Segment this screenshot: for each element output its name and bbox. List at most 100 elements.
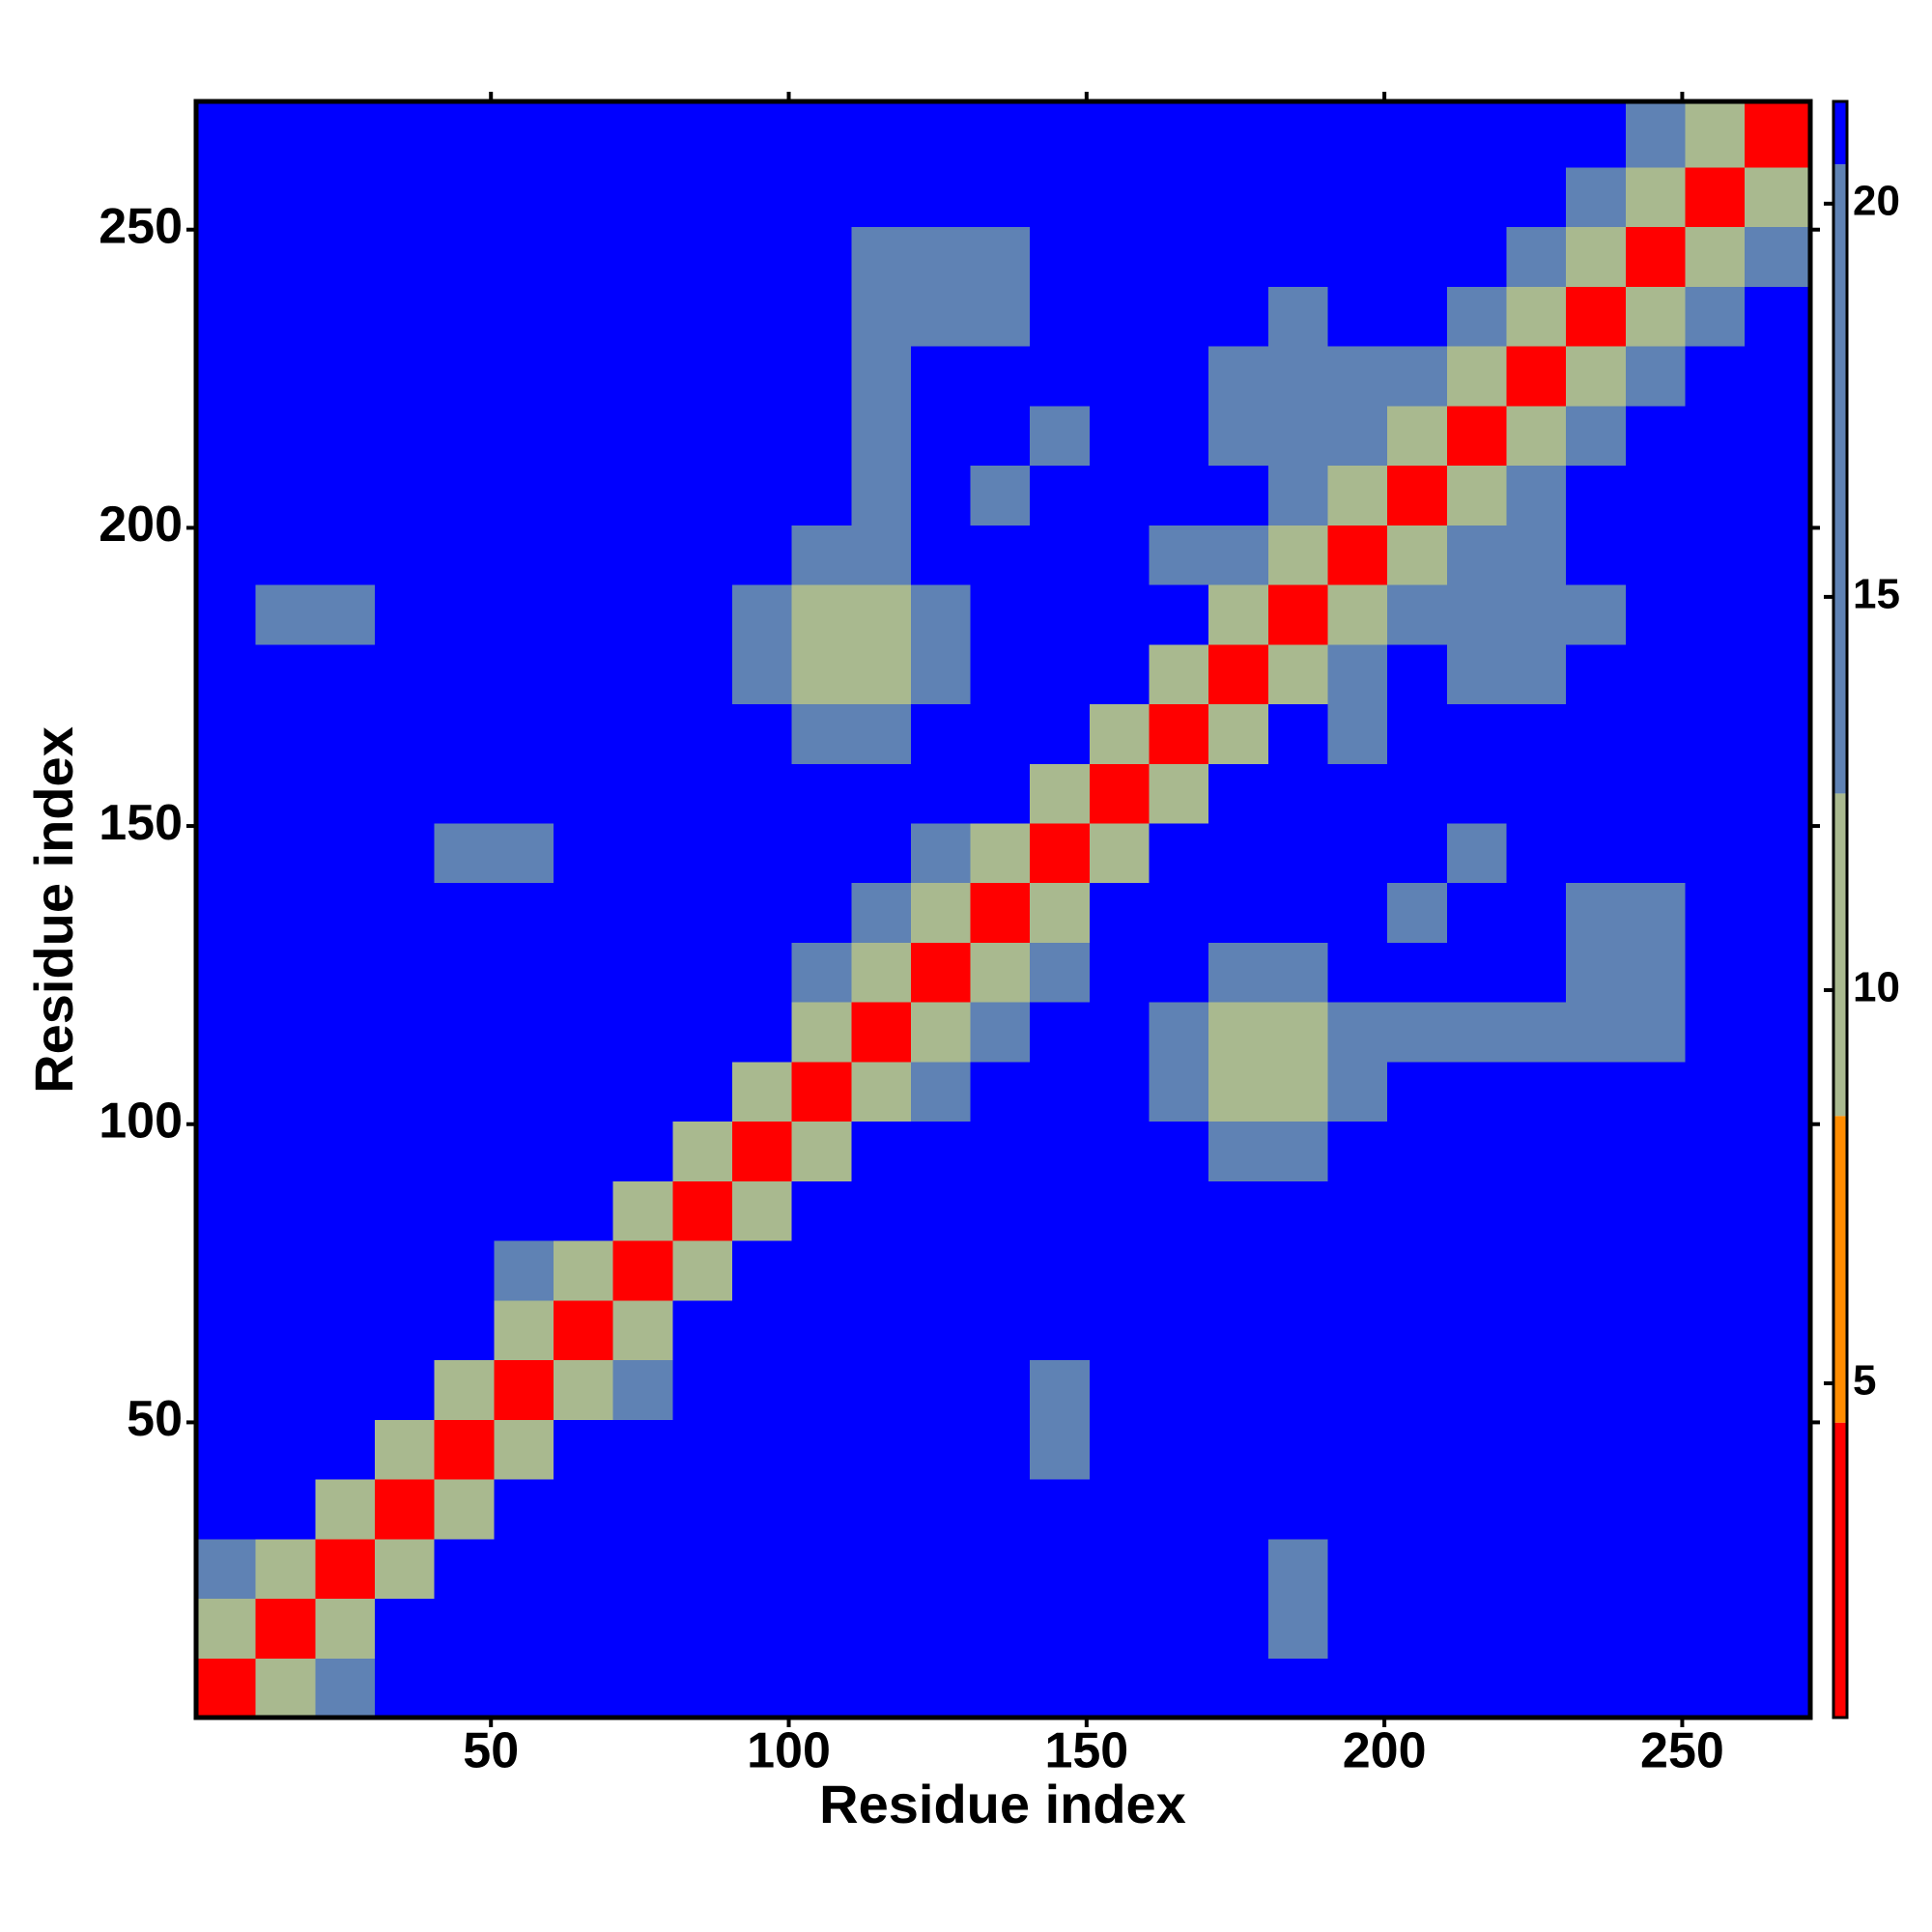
heatmap-cell — [1446, 703, 1508, 764]
heatmap-cell — [1030, 763, 1091, 824]
heatmap-cell — [910, 465, 972, 526]
heatmap-cell — [494, 226, 554, 287]
heatmap-cell — [255, 584, 316, 645]
heatmap-cell — [1745, 882, 1811, 943]
heatmap-cell — [731, 465, 793, 526]
heatmap-cell — [791, 1419, 852, 1480]
heatmap-cell — [910, 1479, 972, 1540]
heatmap-cell — [1089, 643, 1151, 705]
heatmap-cell — [315, 1658, 376, 1719]
heatmap-cell — [612, 822, 673, 884]
heatmap-cell — [494, 1061, 554, 1122]
heatmap-cell — [1149, 703, 1209, 764]
heatmap-cell — [196, 882, 257, 943]
heatmap-cell — [1745, 1002, 1811, 1063]
heatmap-cell — [553, 703, 614, 764]
heatmap-cell — [1030, 286, 1091, 347]
heatmap-cell — [1685, 1002, 1746, 1063]
heatmap-cell — [612, 1479, 673, 1540]
heatmap-cell — [1208, 226, 1269, 287]
heatmap-cell — [255, 525, 316, 585]
heatmap-cell — [1327, 1121, 1388, 1181]
heatmap-cell — [1327, 1061, 1388, 1122]
heatmap-cell — [1446, 166, 1508, 228]
heatmap-cell — [196, 1299, 257, 1361]
heatmap-cell — [255, 346, 316, 407]
heatmap-cell — [612, 703, 673, 764]
heatmap-cell — [1685, 1359, 1746, 1420]
heatmap-cell — [1267, 465, 1329, 526]
heatmap-cell — [255, 1121, 316, 1181]
heatmap-cell — [1685, 1658, 1746, 1719]
y-tick-label: 50 — [127, 1391, 183, 1447]
heatmap-cell — [1566, 584, 1627, 645]
heatmap-cell — [910, 286, 972, 347]
heatmap-cell — [672, 1419, 733, 1480]
heatmap-cell — [672, 465, 733, 526]
colorbar-band — [1833, 1116, 1847, 1423]
heatmap-cell — [1030, 346, 1091, 407]
heatmap-cell — [1327, 822, 1388, 884]
heatmap-cell — [1208, 1598, 1269, 1659]
heatmap-cell — [1327, 882, 1388, 943]
heatmap-cell — [553, 643, 614, 705]
heatmap-cell — [1745, 226, 1811, 287]
heatmap-cell — [553, 942, 614, 1003]
heatmap-cell — [1208, 1538, 1269, 1600]
heatmap-cell — [1685, 101, 1746, 168]
heatmap-cell — [1745, 1299, 1811, 1361]
heatmap-cell — [731, 1299, 793, 1361]
heatmap-cell — [553, 1359, 614, 1420]
heatmap-cell — [851, 166, 912, 228]
heatmap-cell — [672, 1299, 733, 1361]
heatmap-cell — [1685, 525, 1746, 585]
heatmap-cell — [1745, 1240, 1811, 1301]
heatmap-cell — [731, 1002, 793, 1063]
heatmap-cell — [1745, 101, 1811, 168]
heatmap-cell — [196, 166, 257, 228]
heatmap-cell — [970, 346, 1031, 407]
heatmap-cell — [1625, 525, 1687, 585]
heatmap-cell — [1030, 1658, 1091, 1719]
y-tick-label: 250 — [99, 198, 183, 254]
heatmap-cell — [731, 1658, 793, 1719]
heatmap-cell — [255, 1240, 316, 1301]
heatmap-cell — [1208, 703, 1269, 764]
heatmap-cell — [553, 166, 614, 228]
heatmap-cell — [1566, 1299, 1627, 1361]
heatmap-cell — [731, 525, 793, 585]
heatmap-cell — [1566, 1419, 1627, 1480]
heatmap-cell — [970, 822, 1031, 884]
heatmap-cell — [1387, 1538, 1448, 1600]
heatmap-cell — [1327, 703, 1388, 764]
heatmap-cell — [1089, 1299, 1151, 1361]
heatmap-cell — [1149, 1658, 1209, 1719]
heatmap-cell — [731, 1598, 793, 1659]
heatmap-cell — [1089, 1359, 1151, 1420]
heatmap-cells — [196, 101, 1811, 1719]
heatmap-cell — [255, 1658, 316, 1719]
heatmap-cell — [1745, 643, 1811, 705]
heatmap-cell — [1030, 226, 1091, 287]
heatmap-cell — [910, 763, 972, 824]
heatmap-cell — [1149, 166, 1209, 228]
heatmap-cell — [612, 1419, 673, 1480]
heatmap-cell — [553, 1598, 614, 1659]
heatmap-cell — [1506, 346, 1567, 407]
heatmap-cell — [315, 525, 376, 585]
heatmap-cell — [1745, 703, 1811, 764]
heatmap-cell — [1506, 1180, 1567, 1241]
heatmap-cell — [731, 703, 793, 764]
heatmap-cell — [1089, 763, 1151, 824]
heatmap-cell — [672, 763, 733, 824]
heatmap-cell — [910, 1658, 972, 1719]
heatmap-cell — [1446, 1180, 1508, 1241]
heatmap-cell — [1208, 1121, 1269, 1181]
heatmap-cell — [434, 1240, 495, 1301]
heatmap-cell — [1089, 1419, 1151, 1480]
heatmap-cell — [1030, 1419, 1091, 1480]
heatmap-cell — [434, 1061, 495, 1122]
heatmap-cell — [255, 1002, 316, 1063]
heatmap-cell — [196, 405, 257, 467]
heatmap-cell — [374, 1121, 436, 1181]
